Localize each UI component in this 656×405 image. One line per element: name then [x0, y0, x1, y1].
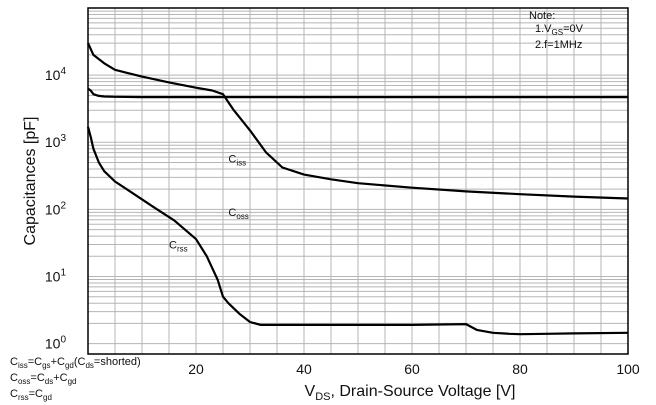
- plot-frame: [87, 7, 629, 355]
- note-line-1: 1.VGS=0V: [535, 23, 583, 38]
- x-tick-label: 60: [404, 361, 420, 377]
- x-tick-label: 20: [188, 361, 204, 377]
- definition-line: Coss=Cds+Cgd: [10, 372, 77, 387]
- test-conditions-note: Note: 1.VGS=0V 2.f=1MHz: [529, 10, 583, 52]
- series-lines: [86, 42, 629, 336]
- series-line-crss: [87, 87, 628, 99]
- series-line-ciss: [86, 42, 629, 200]
- definition-line: Ciss=Cgs+Cgd(Cds=shorted): [10, 356, 141, 371]
- curve-labels: Ciss Coss Crss: [169, 153, 249, 253]
- x-tick-label: 40: [296, 361, 312, 377]
- y-tick-label: 104: [45, 66, 67, 83]
- x-tick-label: 100: [616, 361, 640, 377]
- definition-line: Crss=Cgd: [10, 388, 52, 403]
- y-tick-labels: 100 101 102 103 104: [45, 66, 67, 351]
- note-line-2: 2.f=1MHz: [535, 39, 583, 52]
- y-tick-label: 101: [45, 267, 67, 284]
- y-tick-label: 100: [45, 335, 67, 352]
- y-axis-title: Capacitances [pF]: [22, 117, 39, 246]
- curve-label-ciss: Ciss: [228, 153, 246, 167]
- note-title: Note:: [529, 10, 556, 22]
- grid-lines: [88, 8, 628, 354]
- x-tick-label: 80: [512, 361, 528, 377]
- y-tick-label: 102: [45, 200, 67, 217]
- x-axis-title: VDS, Drain-Source Voltage [V]: [305, 383, 516, 403]
- series-line-coss: [86, 126, 629, 336]
- curve-label-crss: Crss: [169, 240, 188, 254]
- curve-label-coss: Coss: [228, 207, 248, 221]
- x-tick-labels: 20 40 60 80 100: [188, 361, 640, 377]
- y-tick-label: 103: [45, 133, 67, 150]
